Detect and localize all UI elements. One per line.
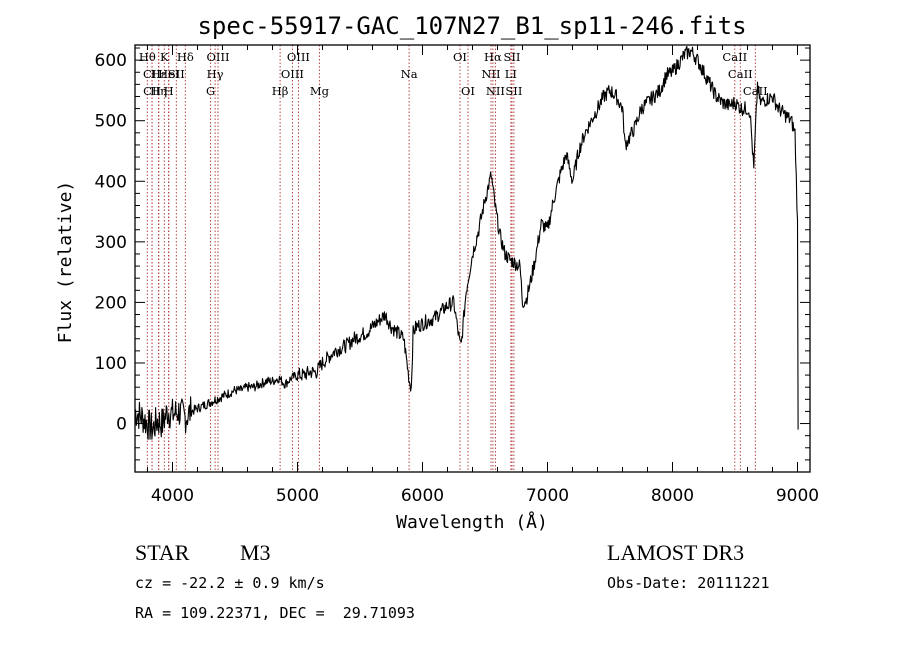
line-marker-label: Hα	[484, 50, 502, 64]
line-marker-label: NII	[481, 67, 500, 81]
object-class: STAR	[135, 540, 190, 565]
line-marker-label: CaII	[743, 84, 768, 98]
x-tick-label: 8000	[651, 486, 694, 506]
chart-title: spec-55917-GAC_107N27_B1_sp11-246.fits	[197, 12, 746, 40]
y-tick-label: 100	[95, 354, 127, 374]
line-marker-label: G	[206, 84, 215, 98]
line-marker-label: SII	[504, 50, 521, 64]
x-tick-label: 9000	[776, 486, 819, 506]
y-tick-label: 200	[95, 293, 127, 313]
line-marker-label: Mg	[310, 84, 330, 98]
y-axis-ticks: 0 100 200 300 400 500 600	[95, 47, 810, 461]
object-subclass: M3	[240, 540, 271, 565]
line-marker-label: SII	[168, 67, 185, 81]
line-marker-label: CaII	[722, 50, 747, 64]
x-axis-label: Wavelength (Å)	[396, 511, 548, 533]
line-marker-label: CII	[143, 84, 161, 98]
line-marker-label: CaII	[728, 67, 753, 81]
x-axis-ticks: 4000 5000 6000 7000 8000 9000	[147, 45, 819, 506]
x-tick-label: 6000	[401, 486, 444, 506]
y-tick-label: 400	[95, 172, 127, 192]
plot-frame	[134, 44, 811, 473]
y-tick-label: 0	[116, 415, 127, 435]
y-tick-label: 600	[95, 51, 127, 71]
y-tick-label: 300	[95, 233, 127, 253]
line-marker-label: Hη	[150, 84, 167, 98]
y-tick-label: 500	[95, 112, 127, 132]
line-marker-label: NII	[486, 84, 505, 98]
line-marker-label: SII	[505, 84, 522, 98]
x-tick-label: 5000	[276, 486, 319, 506]
coordinates: RA = 109.22371, DEC = 29.71093	[135, 604, 415, 622]
line-marker-label: OIII	[206, 50, 229, 64]
line-marker-label: OI	[453, 50, 467, 64]
line-marker-label: Hδ	[177, 50, 194, 64]
line-marker-label: OIII	[287, 50, 310, 64]
spectrum-series	[134, 45, 799, 440]
line-marker-label: OIII	[281, 67, 304, 81]
line-marker-label: Na	[401, 67, 418, 81]
obs-date: Obs-Date: 20111221	[607, 574, 770, 592]
line-marker-label: Hθ	[139, 50, 156, 64]
line-marker-label: Hε	[151, 67, 167, 81]
line-marker-label: CII	[143, 67, 161, 81]
line-marker-label: HeI	[158, 67, 179, 81]
line-markers	[146, 45, 756, 472]
spectrum-line	[134, 45, 799, 440]
y-axis-label: Flux (relative)	[55, 181, 76, 344]
line-marker-label: LI	[505, 67, 517, 81]
x-tick-label: 4000	[151, 486, 194, 506]
line-marker-label: Hγ	[207, 67, 224, 81]
line-marker-label: Hβ	[272, 84, 289, 98]
x-tick-label: 7000	[526, 486, 569, 506]
redshift-text: cz = -22.2 ± 0.9 km/s	[135, 574, 325, 592]
survey-name: LAMOST DR3	[607, 540, 745, 565]
line-marker-label: K	[160, 50, 169, 64]
line-marker-label: OI	[461, 84, 475, 98]
line-marker-label: H	[164, 84, 174, 98]
